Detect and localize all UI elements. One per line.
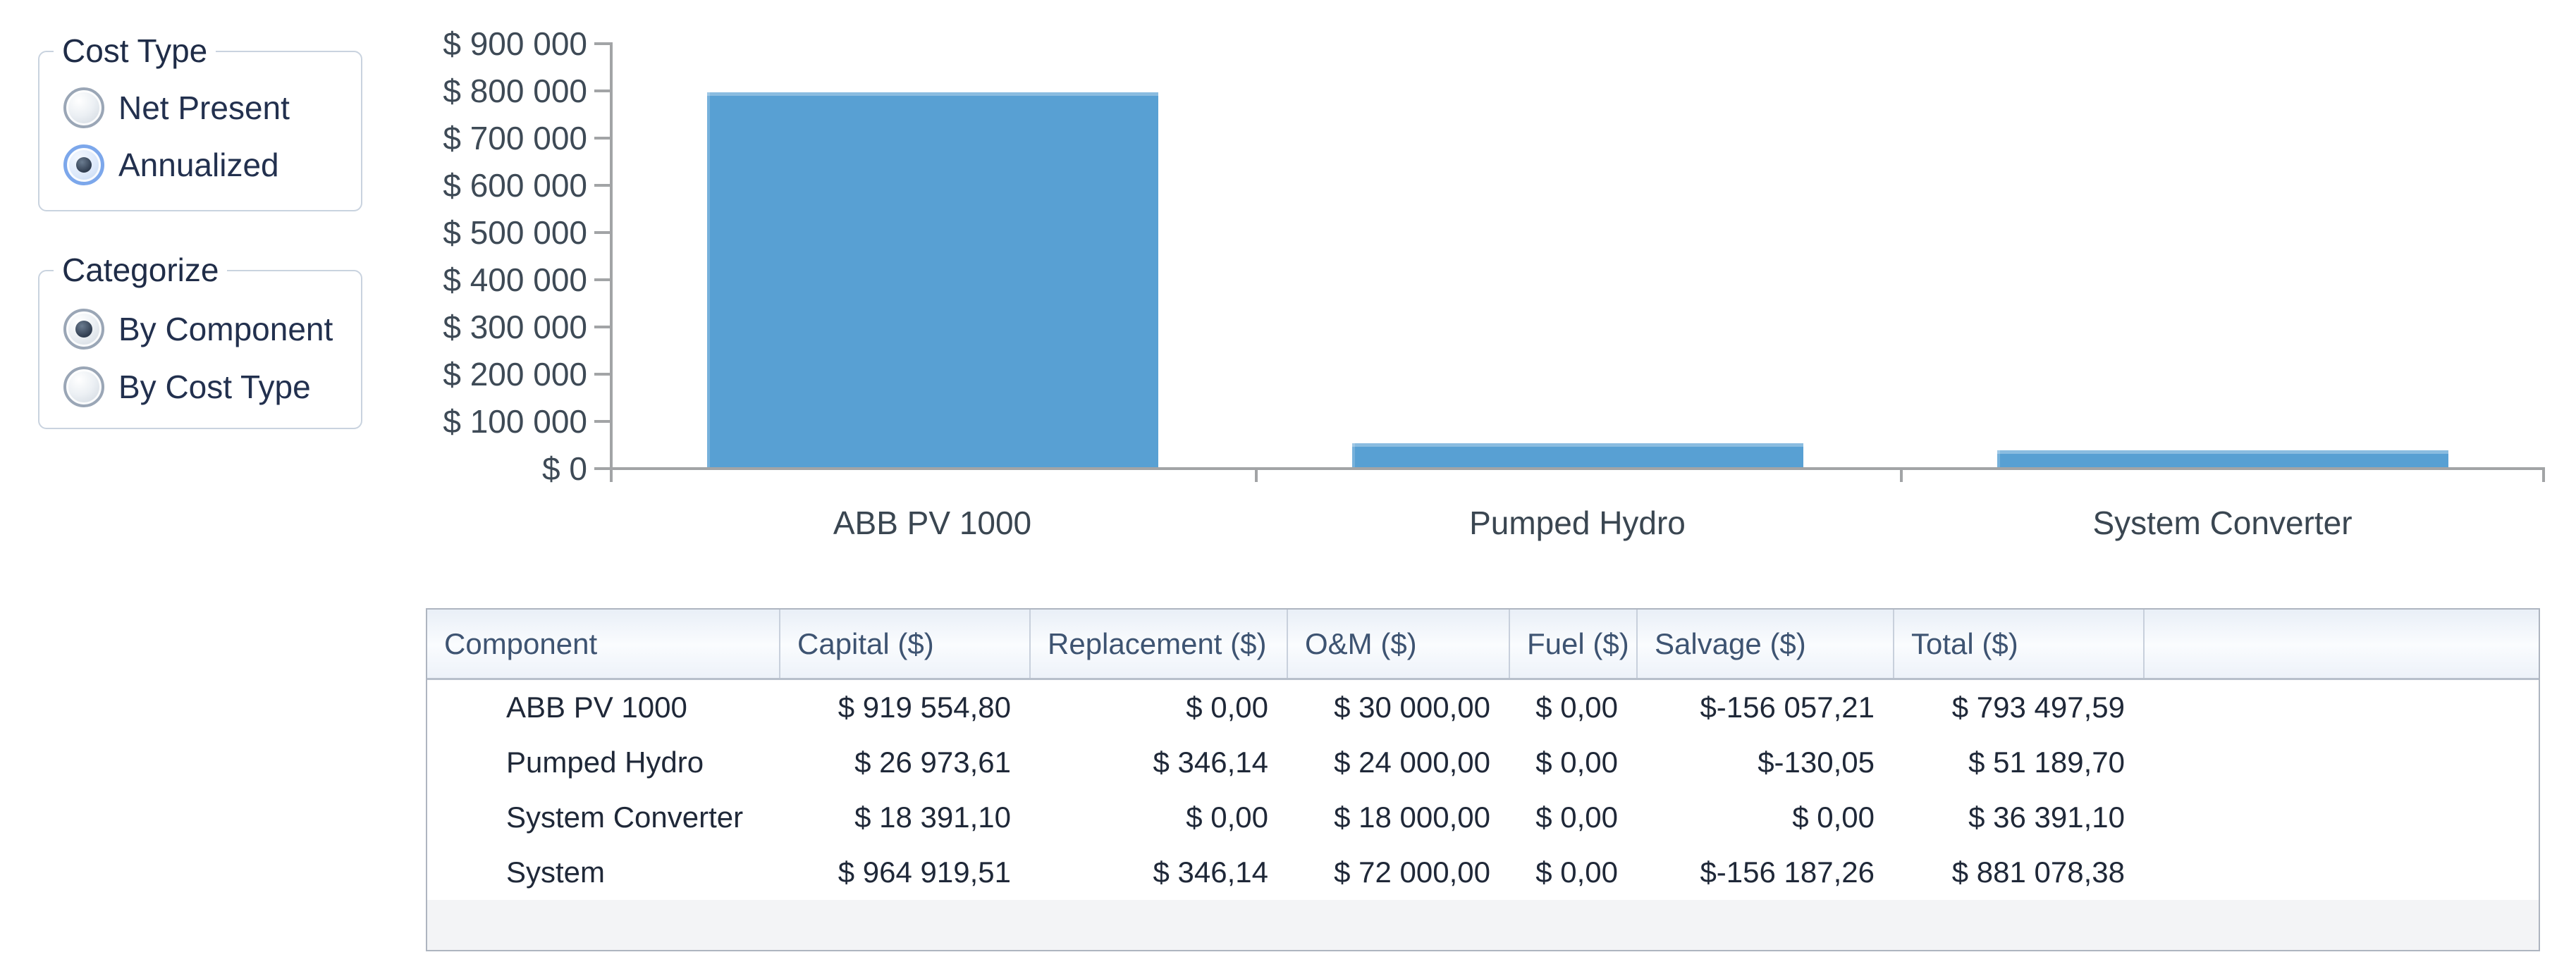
value-cell: $ 36 391,10	[1968, 801, 2125, 834]
table-header-cell-fuel[interactable]: Fuel ($)	[1510, 610, 1638, 678]
x-axis-category-label: ABB PV 1000	[833, 505, 1032, 541]
y-axis-tick-label: $ 100 000	[443, 403, 587, 440]
y-axis-tick-label: $ 400 000	[443, 261, 587, 298]
y-axis-tick	[594, 467, 610, 470]
radio-label: By Cost Type	[118, 369, 311, 405]
value-cell: $ 0,00	[1186, 801, 1268, 834]
chart-bar-system-converter	[1997, 450, 2448, 467]
value-cell: $-156 057,21	[1700, 691, 1875, 724]
value-cell: $ 26 973,61	[854, 746, 1011, 779]
value-cell	[2145, 845, 2539, 900]
y-axis-tick-label: $ 300 000	[443, 309, 587, 345]
table-header-cell-total[interactable]: Total ($)	[1894, 610, 2145, 678]
value-cell: $ 24 000,00	[1334, 746, 1490, 779]
table-header-cell-salvage[interactable]: Salvage ($)	[1638, 610, 1894, 678]
cost-type-group-title: Cost Type	[54, 31, 216, 70]
categorize-group: Categorize By Component By Cost Type	[38, 250, 362, 429]
x-axis-line	[610, 467, 2545, 470]
value-cell: $ 0,00	[1535, 801, 1618, 834]
value-cell: $ 881 078,38	[1951, 855, 2125, 889]
radio-annualized[interactable]: Annualized	[63, 143, 279, 187]
value-cell: $ 51 189,70	[1968, 746, 2125, 779]
radio-button-icon[interactable]	[63, 144, 104, 185]
categorize-group-title: Categorize	[54, 250, 228, 290]
y-axis-tick	[594, 326, 610, 328]
component-name-cell: System Converter	[506, 801, 744, 834]
radio-label: By Component	[118, 311, 333, 347]
x-axis-tick	[1255, 467, 1258, 482]
table-row-pumped-hydro[interactable]: Pumped Hydro $ 26 973,61 $ 346,14 $ 24 000,…	[427, 735, 2539, 790]
value-cell: $ 18 391,10	[854, 801, 1011, 834]
value-cell: $ 0,00	[1186, 691, 1268, 724]
component-name-cell: Pumped Hydro	[506, 746, 704, 779]
value-cell: $-156 187,26	[1700, 855, 1875, 889]
y-axis-tick	[594, 184, 610, 187]
component-name-cell: System	[506, 855, 606, 889]
chart-bar-abb-pv-1000	[706, 92, 1158, 467]
radio-label: Annualized	[118, 147, 279, 183]
y-axis-tick	[594, 137, 610, 140]
y-axis-tick-label: $ 0	[542, 450, 587, 487]
value-cell: $ 919 554,80	[838, 691, 1011, 724]
y-axis-tick-label: $ 700 000	[443, 120, 587, 156]
table-header-row: Component Capital ($) Replacement ($) O&M (…	[427, 610, 2539, 680]
value-cell: $ 793 497,59	[1951, 691, 2125, 724]
y-axis-line	[610, 42, 613, 482]
value-cell: $-130,05	[1758, 746, 1875, 779]
value-cell: $ 0,00	[1535, 855, 1618, 889]
cost-type-group: Cost Type Net Present Annualized	[38, 31, 362, 211]
y-axis-tick	[594, 420, 610, 423]
table-header-cell-component[interactable]: Component	[427, 610, 780, 678]
value-cell	[2145, 735, 2539, 790]
radio-by-cost-type[interactable]: By Cost Type	[63, 365, 311, 409]
y-axis-tick	[594, 231, 610, 234]
y-axis-tick	[594, 278, 610, 281]
y-axis-tick-label: $ 600 000	[443, 167, 587, 204]
radio-net-present[interactable]: Net Present	[63, 86, 290, 130]
value-cell: $ 346,14	[1153, 855, 1269, 889]
value-cell	[2145, 680, 2539, 735]
table-header-cell-o-m[interactable]: O&M ($)	[1288, 610, 1510, 678]
x-axis-category-label: System Converter	[2092, 505, 2353, 541]
y-axis-tick	[594, 89, 610, 92]
value-cell: $ 0,00	[1792, 801, 1875, 834]
x-axis-category-label: Pumped Hydro	[1469, 505, 1686, 541]
radio-button-icon[interactable]	[63, 309, 104, 350]
table-header-cell-capital[interactable]: Capital ($)	[780, 610, 1031, 678]
x-axis-tick	[1900, 467, 1903, 482]
radio-button-icon[interactable]	[63, 87, 104, 128]
table-row-system[interactable]: System $ 964 919,51 $ 346,14 $ 72 000,00 $ 0…	[427, 845, 2539, 900]
value-cell: $ 346,14	[1153, 746, 1269, 779]
radio-label: Net Present	[118, 89, 290, 126]
y-axis-tick-label: $ 800 000	[443, 73, 587, 109]
table-empty-area	[427, 900, 2539, 950]
x-axis-tick	[2542, 467, 2545, 482]
value-cell: $ 30 000,00	[1334, 691, 1490, 724]
y-axis-tick-label: $ 200 000	[443, 356, 587, 393]
y-axis-tick-label: $ 500 000	[443, 214, 587, 251]
radio-button-icon[interactable]	[63, 366, 104, 407]
table-row-abb-pv-1000[interactable]: ABB PV 1000 $ 919 554,80 $ 0,00 $ 30 000,00…	[427, 680, 2539, 735]
value-cell: $ 0,00	[1535, 691, 1618, 724]
value-cell: $ 964 919,51	[838, 855, 1011, 889]
y-axis-tick	[594, 42, 610, 45]
cost-summary-table: Component Capital ($) Replacement ($) O&M (…	[426, 608, 2540, 951]
value-cell: $ 72 000,00	[1334, 855, 1490, 889]
component-name-cell: ABB PV 1000	[506, 691, 687, 724]
y-axis-tick-label: $ 900 000	[443, 25, 587, 62]
value-cell: $ 0,00	[1535, 746, 1618, 779]
table-header-cell-empty	[2145, 610, 2539, 678]
chart-bar-pumped-hydro	[1351, 443, 1803, 467]
table-header-cell-replacement[interactable]: Replacement ($)	[1031, 610, 1288, 678]
y-axis-tick	[594, 373, 610, 376]
table-row-system-converter[interactable]: System Converter $ 18 391,10 $ 0,00 $ 18 00…	[427, 790, 2539, 845]
radio-by-component[interactable]: By Component	[63, 307, 333, 351]
value-cell: $ 18 000,00	[1334, 801, 1490, 834]
value-cell	[2145, 790, 2539, 845]
